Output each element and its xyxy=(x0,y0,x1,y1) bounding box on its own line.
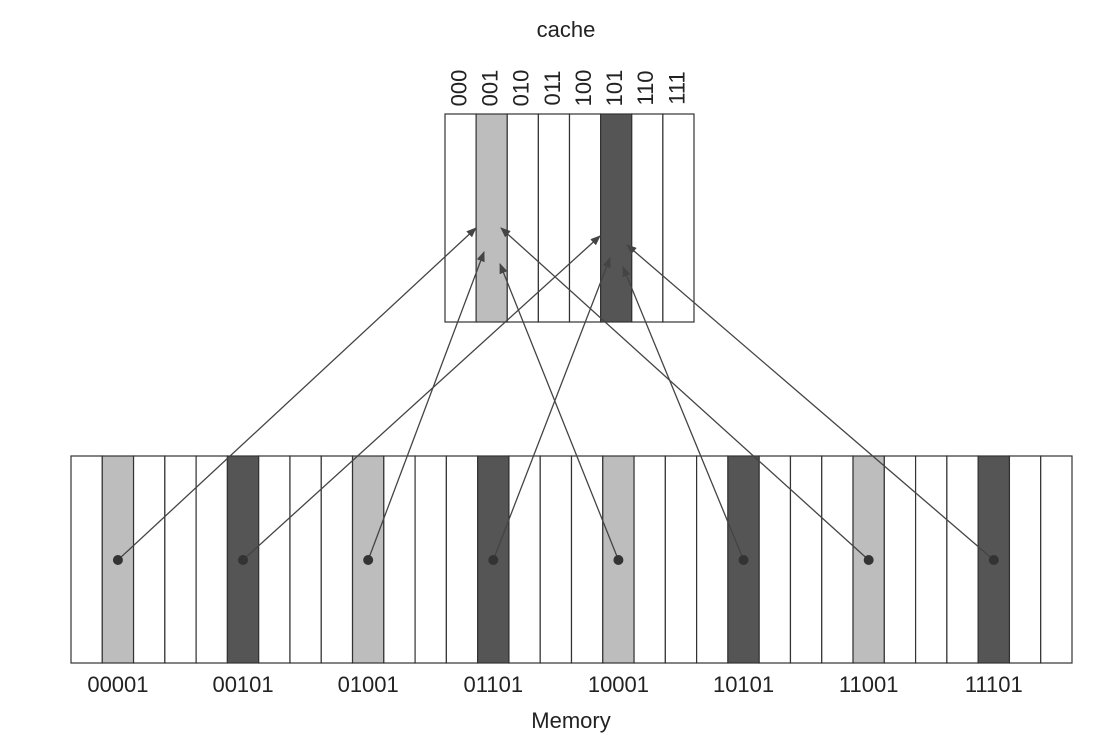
memory-block-cell xyxy=(664,455,698,664)
memory-address-label: 11001 xyxy=(839,672,899,697)
cache-slot xyxy=(537,113,571,323)
cache-slot xyxy=(475,113,508,323)
memory-block-cell xyxy=(195,455,229,664)
memory-block-cell xyxy=(758,455,792,664)
cache-title: cache xyxy=(537,17,596,42)
memory-address-label: 00101 xyxy=(212,672,273,697)
memory-address-label: 01001 xyxy=(338,672,399,697)
memory-block-cell xyxy=(258,455,291,664)
labels: 00001 00101 01001 01101 10001 10101 11001 11101 xyxy=(87,672,1022,697)
memory-address-label: 11101 xyxy=(965,672,1023,697)
mapping-arrow xyxy=(117,227,477,561)
cache-slot-label: 110 xyxy=(633,70,658,105)
memory-block-cell xyxy=(789,455,823,664)
cache-slot xyxy=(444,113,477,323)
memory-dot xyxy=(738,555,749,565)
memory-block-cell xyxy=(914,455,948,664)
memory-block-cell xyxy=(414,455,447,664)
memory-block-cell xyxy=(977,455,1011,664)
mapping-arrows xyxy=(112,227,999,565)
memory-address-label: 01101 xyxy=(464,672,524,697)
memory-dot xyxy=(488,555,499,565)
memory-block-cell xyxy=(289,455,322,664)
memory-block-cell xyxy=(633,455,666,664)
cache-slot-label: 100 xyxy=(571,70,596,107)
cache-slot-label: 000 xyxy=(446,70,471,107)
cache-slot xyxy=(568,113,602,323)
cache-slot xyxy=(662,113,695,323)
memory-block xyxy=(70,455,1073,664)
memory-block-cell xyxy=(570,455,604,664)
cache-slot-label: 010 xyxy=(509,70,534,107)
cache-slot xyxy=(631,113,664,323)
mapping-arrow xyxy=(622,266,745,561)
memory-block-cell xyxy=(70,455,103,664)
memory-block-cell xyxy=(132,455,166,664)
cache-slot-label: 101 xyxy=(602,70,627,107)
memory-dot xyxy=(613,555,624,565)
memory-dot xyxy=(863,555,874,565)
memory-address-label: 10101 xyxy=(713,672,774,697)
memory-block-cell xyxy=(164,455,197,664)
cache-block: 000 001 010 011 100 101 110 111 xyxy=(444,70,695,323)
cache-slot xyxy=(600,113,633,323)
memory-block-cell xyxy=(1040,455,1073,664)
mapping-arrow xyxy=(367,251,485,561)
memory-block-cell xyxy=(539,455,573,664)
memory-block-cell xyxy=(883,455,917,664)
cache-slot-label: 111 xyxy=(664,71,689,104)
memory-block-cell xyxy=(508,455,541,664)
memory-block-cell xyxy=(1008,455,1042,664)
memory-dot xyxy=(238,555,249,565)
memory-address-label: 10001 xyxy=(588,672,649,697)
memory-block-cell xyxy=(445,455,479,664)
cache-slot-label: 011 xyxy=(540,70,565,105)
memory-dot xyxy=(363,555,374,565)
memory-block-cell xyxy=(821,455,854,664)
memory-address-label: 00001 xyxy=(87,672,148,697)
memory-block-cell xyxy=(946,455,979,664)
memory-block-cell xyxy=(320,455,354,664)
cache-slot-label: 001 xyxy=(478,70,503,107)
mapping-arrow xyxy=(499,263,620,561)
memory-title: Memory xyxy=(531,708,610,733)
memory-block-cell xyxy=(383,455,416,664)
memory-block-cell xyxy=(696,455,729,664)
mapping-arrow xyxy=(626,244,995,561)
cache-slot xyxy=(506,113,539,323)
mapping-arrow xyxy=(500,227,870,561)
mapping-arrow xyxy=(242,235,601,561)
memory-dot xyxy=(988,555,999,565)
memory-dot xyxy=(112,555,123,565)
